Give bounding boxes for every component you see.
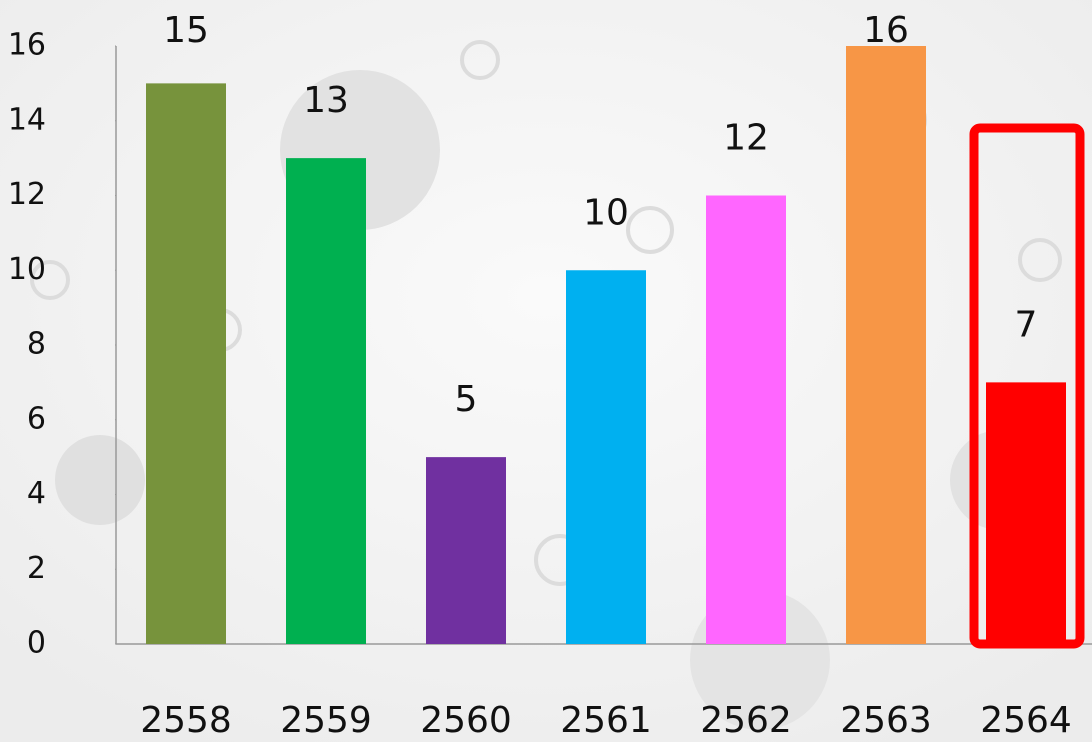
x-tick-label: 2558 <box>140 700 232 741</box>
y-tick-label: 10 <box>8 252 46 287</box>
x-tick-label: 2560 <box>420 700 512 741</box>
highlight-box <box>969 123 1085 649</box>
x-tick-label: 2561 <box>560 700 652 741</box>
bar <box>986 382 1066 644</box>
value-label: 15 <box>163 10 209 51</box>
value-label: 12 <box>723 118 769 159</box>
value-label: 10 <box>583 192 629 233</box>
bar <box>146 83 226 644</box>
y-tick-label: 14 <box>8 102 46 137</box>
x-tick-label: 2559 <box>280 700 372 741</box>
y-tick-label: 8 <box>27 327 46 362</box>
bar <box>286 158 366 644</box>
bar <box>426 457 506 644</box>
y-tick-label: 0 <box>27 626 46 661</box>
plot: 0 2 4 6 8 10 12 14 16 2558 15 2559 13 2560 5 2561 10 2562… <box>8 10 1072 741</box>
bar <box>846 46 926 644</box>
value-label: 7 <box>1015 304 1038 345</box>
x-tick-label: 2564 <box>980 700 1072 741</box>
y-tick-label: 2 <box>27 551 46 586</box>
x-tick-label: 2563 <box>840 700 932 741</box>
value-label: 13 <box>303 80 349 121</box>
value-label: 5 <box>455 379 478 420</box>
y-tick-label: 16 <box>8 28 46 63</box>
y-tick-label: 12 <box>8 177 46 212</box>
value-label: 16 <box>863 10 909 51</box>
bar <box>706 195 786 644</box>
y-tick-label: 4 <box>27 476 46 511</box>
y-tick-label: 6 <box>27 401 46 436</box>
bar <box>566 270 646 644</box>
x-tick-label: 2562 <box>700 700 792 741</box>
